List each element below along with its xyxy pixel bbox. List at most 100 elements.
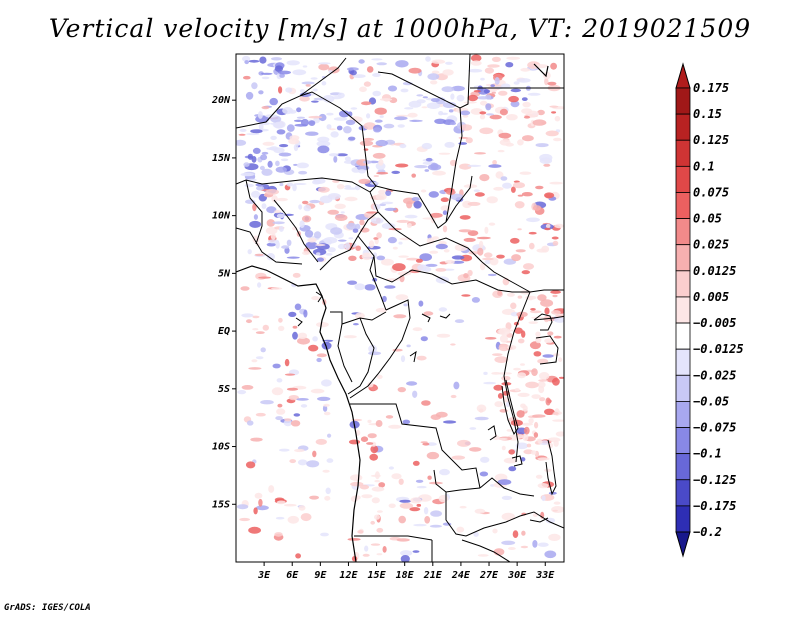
border-line (445, 175, 473, 223)
field-speckle (271, 387, 284, 396)
field-speckle (242, 55, 251, 62)
field-speckle (279, 73, 285, 78)
field-speckle (515, 442, 529, 450)
field-speckle (532, 414, 546, 418)
field-speckle (527, 92, 541, 96)
field-speckle (450, 121, 457, 126)
field-speckle (497, 437, 508, 441)
border-line (535, 335, 559, 365)
field-speckle (392, 263, 406, 272)
field-speckle (359, 140, 374, 146)
field-speckle (316, 322, 329, 328)
field-speckle (288, 395, 299, 401)
field-speckle (478, 240, 484, 249)
field-speckle (373, 127, 382, 133)
field-speckle (361, 494, 373, 499)
field-speckle (421, 106, 428, 109)
field-speckle (425, 56, 431, 62)
field-speckle (254, 492, 263, 499)
field-speckle (398, 478, 404, 485)
field-speckle (432, 170, 446, 176)
field-speckle (325, 487, 331, 495)
field-speckle (237, 390, 247, 395)
field-speckle (400, 555, 410, 562)
colorbar-label: −0.025 (693, 368, 736, 382)
field-speckle (278, 86, 283, 94)
border-line (369, 255, 387, 311)
field-speckle (275, 416, 283, 421)
field-speckle (420, 441, 428, 444)
field-speckle (511, 186, 516, 193)
field-speckle (244, 60, 249, 65)
field-speckle (257, 111, 263, 119)
field-speckle (240, 172, 254, 177)
field-speckle (552, 294, 558, 298)
field-speckle (281, 245, 290, 249)
field-speckle (467, 164, 482, 167)
field-speckle (354, 312, 365, 320)
field-speckle (544, 192, 555, 199)
field-speckle (505, 61, 514, 68)
field-speckle (533, 432, 539, 438)
field-speckle (294, 303, 302, 311)
field-speckle (494, 77, 500, 85)
field-speckle (498, 327, 511, 336)
field-speckle (305, 241, 318, 250)
field-speckle (553, 335, 562, 339)
field-speckle (278, 317, 283, 323)
field-speckle (498, 344, 510, 352)
field-speckle (273, 121, 284, 129)
field-speckle (531, 394, 541, 399)
field-speckle (296, 398, 309, 401)
colorbar-swatch (675, 270, 691, 298)
lake-shape (511, 455, 523, 467)
field-speckle (243, 162, 250, 167)
lon-tick-label: 30E (507, 570, 527, 581)
field-speckle (537, 294, 547, 301)
field-speckle (425, 157, 433, 162)
border-line (245, 179, 263, 245)
colorbar-swatch (675, 505, 691, 533)
field-speckle (521, 422, 533, 426)
field-speckle (292, 183, 297, 192)
field-speckle (283, 419, 293, 427)
lake-shape (487, 425, 497, 441)
field-speckle (537, 439, 543, 444)
field-speckle (470, 54, 482, 62)
field-speckle (399, 143, 407, 149)
lat-tick-label: 5N (218, 268, 231, 279)
field-speckle (278, 225, 284, 232)
border-line (505, 511, 564, 529)
field-speckle (376, 255, 386, 261)
field-speckle (239, 517, 251, 522)
field-speckle (367, 419, 372, 423)
border-line (354, 535, 433, 541)
field-speckle (306, 460, 320, 468)
field-speckle (548, 533, 561, 542)
field-speckle (363, 160, 372, 164)
field-speckle (419, 253, 433, 261)
field-speckle (275, 166, 287, 173)
field-speckle (374, 119, 383, 123)
field-speckle (429, 524, 442, 528)
field-speckle (293, 144, 299, 152)
border-line (445, 107, 463, 223)
lat-tick-label: 10S (212, 442, 230, 453)
lat-tick-label: EQ (218, 326, 230, 337)
field-speckle (246, 420, 254, 426)
border-line (445, 492, 507, 537)
field-speckle (523, 426, 530, 435)
field-speckle (364, 545, 369, 552)
colorbar-swatch (675, 165, 691, 193)
field-speckle (474, 508, 486, 514)
field-speckle (426, 451, 440, 460)
field-speckle (301, 81, 315, 85)
field-speckle (266, 206, 277, 214)
field-speckle (501, 512, 515, 521)
field-speckle (261, 151, 269, 155)
field-speckle (517, 392, 530, 397)
field-speckle (503, 457, 518, 464)
field-speckle (521, 530, 526, 536)
field-speckle (289, 135, 300, 141)
field-speckle (375, 162, 386, 171)
